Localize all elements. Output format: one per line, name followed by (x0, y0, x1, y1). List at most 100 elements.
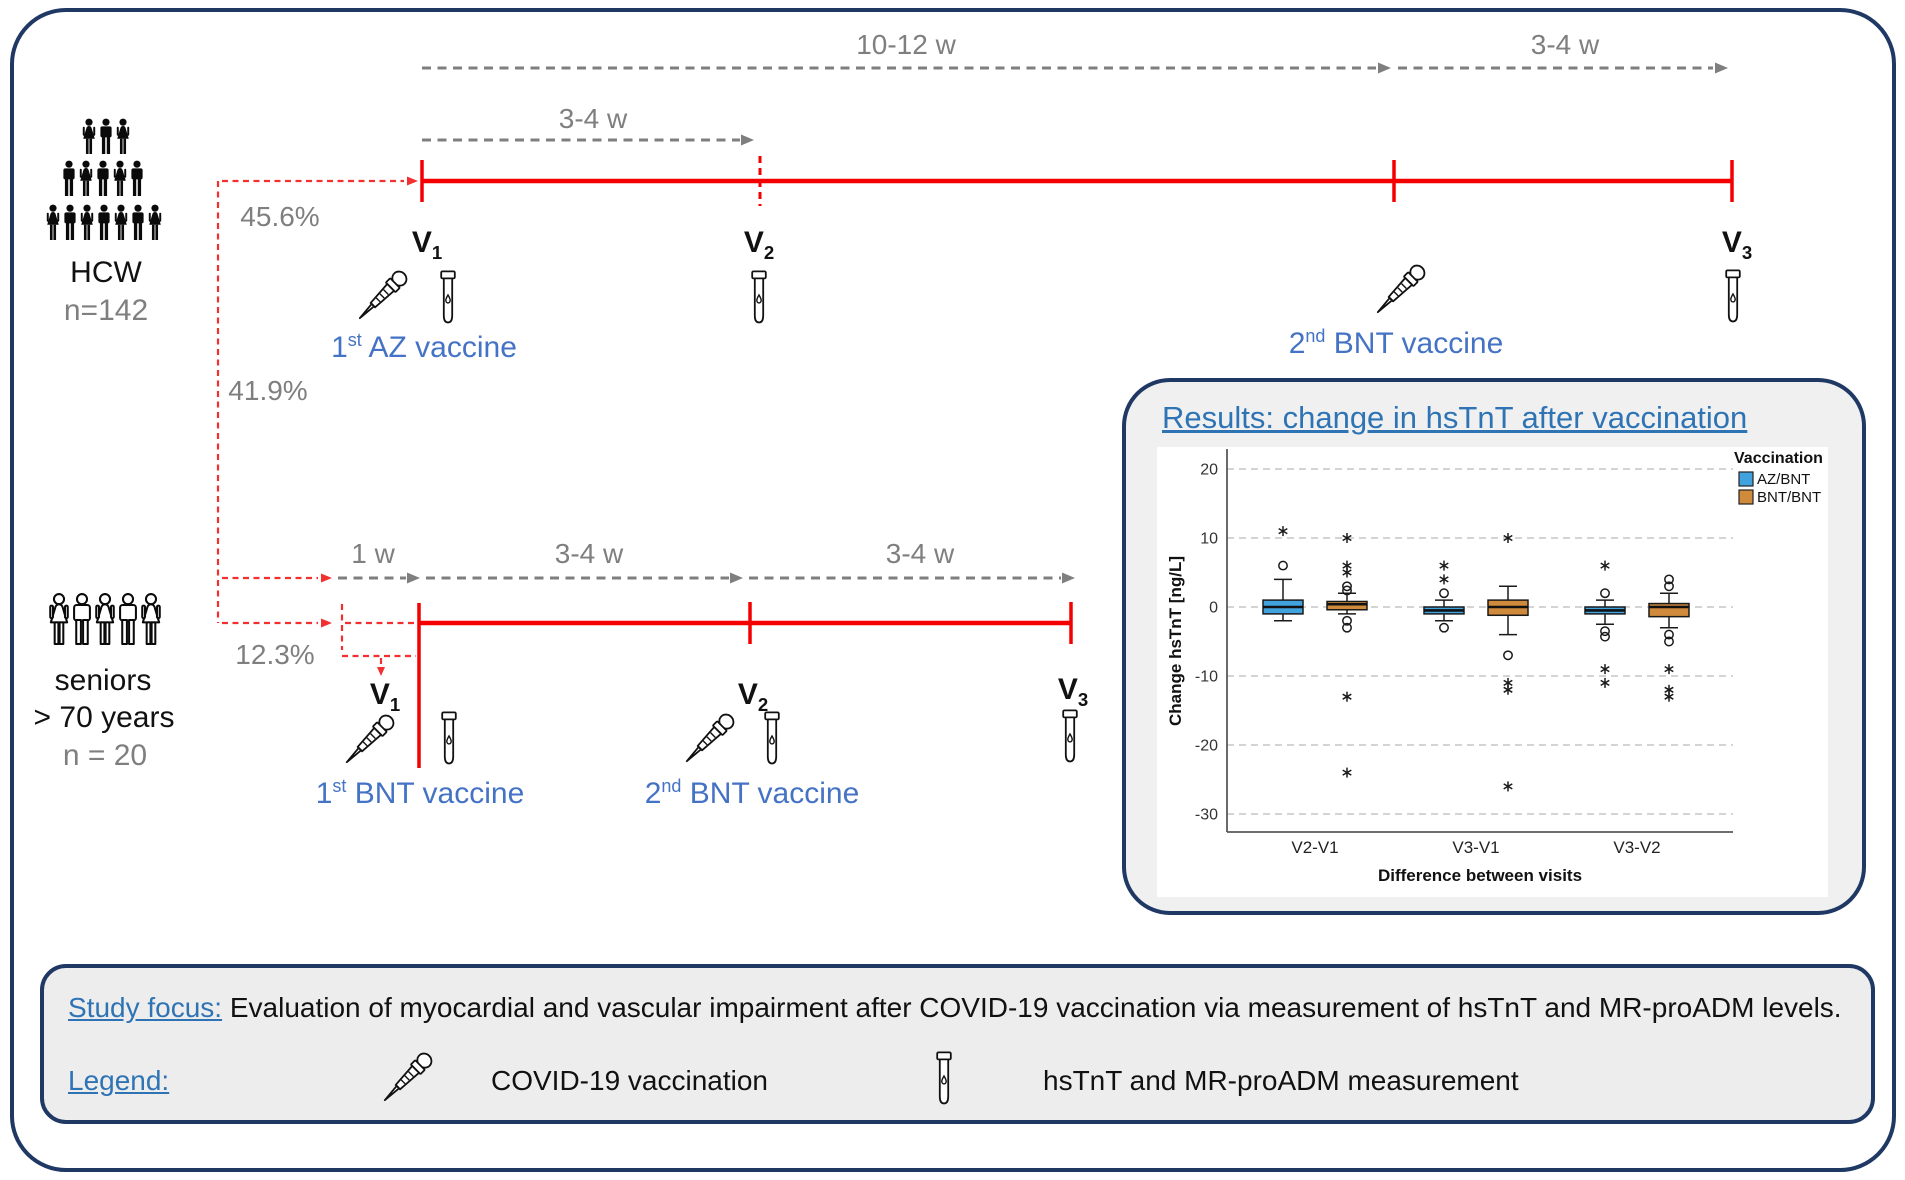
interval-label-3-4w-top: 3-4 w (1530, 29, 1600, 60)
arrowhead (741, 134, 754, 146)
interval-arrows (338, 66, 1713, 580)
person-icon (64, 204, 76, 240)
legend-item-vaccination-label: COVID-19 vaccination (491, 1065, 769, 1096)
person-icon (46, 204, 60, 240)
hcw-group-label: HCW (70, 256, 142, 289)
percent-label-seniors: 12.3% (235, 639, 315, 670)
person-icon (73, 593, 91, 646)
seniors-visit-label-v3: V3 (1057, 673, 1089, 710)
svg-text:Difference between visits: Difference between visits (1378, 866, 1582, 885)
svg-text:V2-V1: V2-V1 (1291, 838, 1338, 857)
study-focus-label: Study focus: (68, 992, 223, 1023)
hcw-people-pictogram (46, 118, 162, 240)
hcw-vaccine1-label: 1st AZ vaccine (331, 330, 517, 364)
seniors-timeline (417, 602, 1073, 768)
study-focus-text: Evaluation of myocardial and vascular im… (222, 992, 1842, 1023)
person-icon (63, 160, 75, 196)
hsTnT-boxplot-chart: 20 10 0 -10 -20 -30 V2-V1 V3-V1 V3-V2 Difference … (1157, 447, 1828, 897)
seniors-visit-label-v1: V1 (369, 678, 401, 715)
person-icon (95, 593, 115, 646)
person-icon (148, 204, 162, 240)
dropper-icon (1371, 261, 1429, 319)
svg-text:V3-V1: V3-V1 (1452, 838, 1499, 857)
svg-text:-10: -10 (1195, 669, 1218, 686)
arrowhead (407, 176, 418, 186)
arrowhead (321, 618, 332, 628)
seniors-n-label: n = 20 (62, 739, 148, 772)
interval-label-3-4w-sen2: 3-4 w (885, 538, 955, 569)
branch-arrowheads (321, 176, 418, 676)
study-focus-line: Study focus: Evaluation of myocardial an… (68, 992, 1842, 1024)
tube-icon (1725, 269, 1741, 323)
svg-text:Vaccination: Vaccination (1734, 450, 1823, 467)
interval-label-10-12w: 10-12 w (856, 29, 956, 60)
tube-icon (936, 1051, 952, 1105)
arrowhead (1715, 62, 1728, 74)
seniors-visit-label-v2: V2 (737, 678, 769, 715)
arrowhead (377, 667, 385, 676)
tube-icon (764, 711, 780, 765)
dropper-icon (680, 710, 738, 768)
interval-label-3-4w-sen1: 3-4 w (554, 538, 624, 569)
hcw-vaccine2-label: 2nd BNT vaccine (1288, 326, 1504, 360)
person-icon (119, 593, 137, 646)
seniors-vaccine1-label: 1st BNT vaccine (315, 776, 525, 810)
svg-text:-30: -30 (1195, 807, 1218, 824)
svg-text:AZ/BNT: AZ/BNT (1757, 471, 1810, 488)
arrowhead (321, 573, 332, 583)
legend-label: Legend: (68, 1065, 170, 1096)
dropper-icon (378, 1049, 436, 1107)
hcw-visit-label-v3: V3 (1721, 226, 1753, 263)
legend-item-measurement-label: hsTnT and MR-proADM measurement (1043, 1065, 1519, 1096)
arrowhead (407, 572, 420, 584)
seniors-age-label: > 70 years (33, 701, 175, 734)
hcw-timeline (420, 156, 1734, 206)
arrowhead (730, 572, 743, 584)
seniors-vaccine2-label: 2nd BNT vaccine (644, 776, 860, 810)
hcw-visit-label-v2: V2 (743, 226, 775, 263)
svg-text:BNT/BNT: BNT/BNT (1757, 489, 1821, 506)
person-icon (100, 118, 112, 154)
person-icon (49, 593, 69, 646)
seniors-people-pictogram (49, 593, 161, 646)
percent-label-az: 45.6% (240, 201, 320, 232)
svg-text:0: 0 (1209, 600, 1218, 617)
person-icon (80, 204, 94, 240)
svg-text:V3-V2: V3-V2 (1613, 838, 1660, 857)
dropper-icon (353, 267, 411, 325)
hcw-n-label: n=142 (63, 294, 149, 327)
svg-text:Change hsTnT [ng/L]: Change hsTnT [ng/L] (1166, 556, 1185, 726)
person-icon (114, 204, 128, 240)
seniors-group-label: seniors (54, 664, 152, 697)
results-title: Results: change in hsTnT after vaccinati… (1162, 400, 1748, 435)
svg-text:10: 10 (1200, 531, 1218, 548)
tube-icon (440, 270, 456, 324)
person-icon (141, 593, 161, 646)
person-icon (79, 160, 93, 196)
person-icon (97, 160, 109, 196)
tube-icon (1062, 709, 1078, 763)
figure-border (10, 8, 1896, 1172)
tube-icon (751, 270, 767, 324)
person-icon (82, 118, 96, 154)
person-icon (132, 204, 144, 240)
tube-icon (441, 711, 457, 765)
svg-text:-20: -20 (1195, 738, 1218, 755)
svg-text:20: 20 (1200, 462, 1218, 479)
person-icon (98, 204, 110, 240)
percent-label-bnt: 41.9% (228, 375, 308, 406)
interval-label-1w: 1 w (351, 538, 395, 569)
person-icon (116, 118, 130, 154)
interval-arrowheads (407, 62, 1728, 584)
arrowhead (1062, 572, 1075, 584)
person-icon (113, 160, 127, 196)
hcw-visit-label-v1: V1 (411, 226, 443, 263)
footer-panel (40, 964, 1875, 1124)
arrowhead (1378, 62, 1391, 74)
person-icon (131, 160, 143, 196)
dropper-icon (340, 711, 398, 769)
interval-label-3-4w-hcw: 3-4 w (558, 103, 628, 134)
branch-lines (216, 179, 416, 668)
